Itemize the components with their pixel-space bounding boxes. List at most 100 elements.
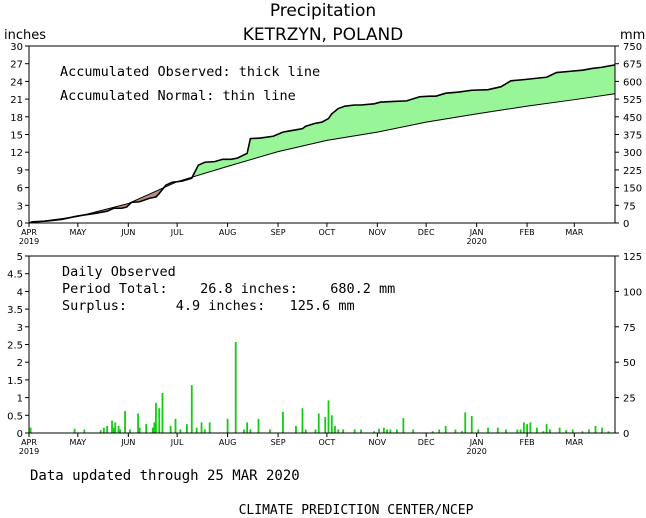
daily-bar <box>342 429 345 433</box>
accumulated-left-tick-label: 6 <box>17 184 23 195</box>
accumulated-year-label: 2020 <box>466 237 486 246</box>
daily-left-tick-label: 2 <box>17 358 23 369</box>
accumulated-panel: 0369121518212427300751502253003754505256… <box>10 42 642 246</box>
daily-bars <box>29 342 610 433</box>
daily-bar <box>526 424 528 433</box>
accumulated-right-tick-label: 450 <box>623 113 642 124</box>
accumulated-month-label: SEP <box>271 228 286 237</box>
daily-bar <box>269 429 271 433</box>
daily-bar <box>257 418 260 433</box>
daily-bar <box>431 431 434 433</box>
daily-bar <box>185 424 188 433</box>
daily-bar <box>151 427 154 433</box>
daily-bar <box>246 422 249 433</box>
daily-right-tick-label: 25 <box>623 394 636 405</box>
daily-bar <box>153 422 156 433</box>
daily-month-label: APR <box>21 438 37 447</box>
accumulated-right-tick-label: 375 <box>623 131 642 142</box>
accumulated-observed-line <box>28 64 616 224</box>
daily-bar <box>588 429 590 433</box>
daily-bar <box>195 427 198 433</box>
daily-month-label: AUG <box>219 438 237 447</box>
daily-bar <box>594 425 597 433</box>
daily-bar <box>607 431 610 433</box>
daily-bar <box>111 420 113 433</box>
daily-bar <box>29 427 32 433</box>
daily-bar <box>317 413 320 433</box>
daily-bar <box>203 429 206 433</box>
daily-bar <box>373 431 375 433</box>
daily-bar <box>412 429 415 433</box>
daily-month-label: JAN <box>469 438 484 447</box>
accumulated-right-tick-label: 750 <box>623 42 642 53</box>
daily-month-label: OCT <box>318 438 335 447</box>
daily-bar <box>548 429 551 433</box>
daily-right-tick-label: 100 <box>623 287 642 298</box>
accumulated-right-tick-label: 600 <box>623 77 642 88</box>
daily-left-tick-label: 4.5 <box>7 270 23 281</box>
daily-bar <box>529 422 532 433</box>
daily-bar <box>438 429 441 433</box>
accumulated-left-tick-label: 15 <box>10 131 23 142</box>
daily-bar <box>542 431 545 433</box>
daily-bar <box>330 415 333 433</box>
daily-bar <box>386 429 389 433</box>
daily-left-tick-label: 1.5 <box>7 376 23 387</box>
period-total-note: Period Total: 26.8 inches: 680.2 mm <box>62 281 395 297</box>
daily-bar <box>124 411 126 433</box>
accumulated-left-tick-label: 12 <box>10 148 23 159</box>
daily-left-tick-label: 3.5 <box>7 305 23 316</box>
daily-bar <box>145 424 148 433</box>
daily-month-label: JUN <box>120 438 135 447</box>
daily-axis-ticks: 00.511.522.533.544.550255075100125APR201… <box>7 252 642 456</box>
daily-bar <box>117 425 120 433</box>
daily-month-label: DEC <box>418 438 435 447</box>
accumulated-month-label: NOV <box>369 228 387 237</box>
accumulated-month-label: JUL <box>170 228 184 237</box>
daily-left-tick-label: 0.5 <box>7 411 23 422</box>
daily-bar <box>73 428 76 433</box>
daily-bar <box>158 408 161 433</box>
daily-right-tick-label: 0 <box>623 429 629 440</box>
daily-left-tick-label: 3 <box>17 323 23 334</box>
daily-bar <box>464 412 467 433</box>
daily-bar <box>581 431 584 433</box>
daily-right-tick-label: 50 <box>623 358 636 369</box>
daily-bar <box>161 392 164 433</box>
data-updated-note: Data updated through 25 MAR 2020 <box>30 468 300 484</box>
accumulated-right-tick-label: 225 <box>623 166 642 177</box>
daily-bar <box>242 429 245 433</box>
daily-right-tick-label: 125 <box>623 252 642 263</box>
daily-bar <box>516 429 519 433</box>
accumulated-right-tick-label: 150 <box>623 184 642 195</box>
daily-bar <box>496 427 499 433</box>
daily-left-tick-label: 2.5 <box>7 341 23 352</box>
daily-bar <box>353 429 356 433</box>
daily-bar <box>601 427 603 433</box>
daily-month-label: MAR <box>565 438 583 447</box>
daily-bar <box>200 422 203 433</box>
accumulated-axis-ticks: 0369121518212427300751502253003754505256… <box>10 42 642 246</box>
daily-bar <box>249 429 252 433</box>
daily-bar <box>208 422 211 433</box>
daily-month-label: MAY <box>70 438 87 447</box>
accumulated-month-label: JAN <box>469 228 484 237</box>
daily-bar <box>179 429 182 433</box>
accumulated-month-label: AUG <box>219 228 237 237</box>
accumulated-left-tick-label: 30 <box>10 42 23 53</box>
accumulated-month-label: JUN <box>120 228 135 237</box>
daily-bar <box>360 429 362 433</box>
daily-bar <box>174 418 177 433</box>
daily-bar <box>234 342 237 433</box>
daily-bar <box>327 400 330 433</box>
daily-bar <box>558 427 561 433</box>
daily-left-tick-label: 0 <box>17 429 23 440</box>
daily-bar <box>314 429 317 433</box>
daily-month-label: FEB <box>520 438 535 447</box>
daily-bar <box>304 429 307 433</box>
daily-bar <box>102 427 105 433</box>
accumulated-month-label: MAY <box>70 228 87 237</box>
accumulated-right-tick-label: 675 <box>623 60 642 71</box>
daily-bar <box>99 430 102 433</box>
